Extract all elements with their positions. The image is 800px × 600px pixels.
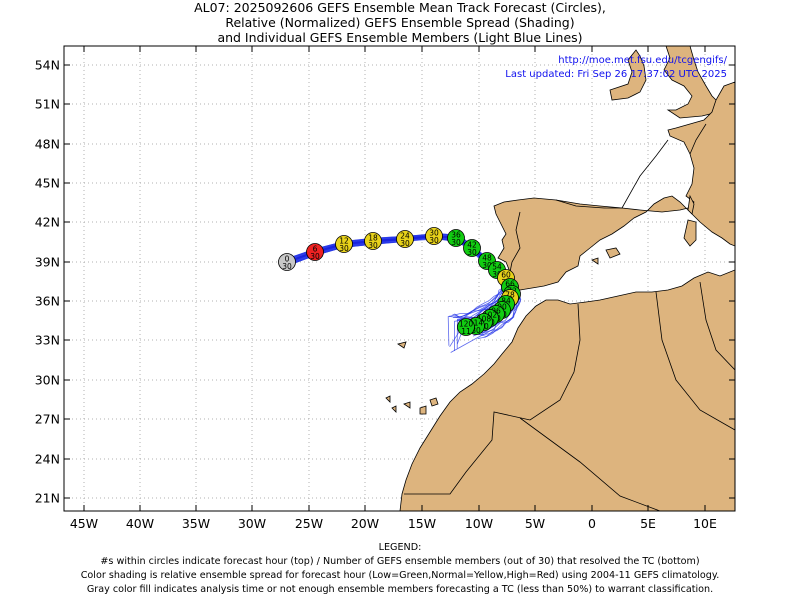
member-count-label: 11 (461, 327, 471, 336)
lon-tick-label: 10E (693, 516, 717, 531)
lon-tick-label: 0 (588, 516, 596, 531)
map-title-line-2: Relative (Normalized) GEFS Ensemble Spre… (225, 15, 575, 30)
lat-tick-label: 45N (35, 176, 60, 191)
forecast-hour-label: 108 (477, 315, 492, 324)
member-count-label: 30 (471, 326, 481, 335)
lon-tick-label: 45W (70, 516, 98, 531)
forecast-hour-label: 6 (313, 245, 318, 254)
forecast-hour-label: 30 (429, 229, 439, 238)
map-title-line-3: and Individual GEFS Ensemble Members (Li… (217, 30, 583, 45)
member-count-label: 30 (429, 236, 439, 245)
land-corsica (687, 194, 695, 215)
member-count-label: 30 (451, 238, 461, 247)
axis-tick-labels: 45W 40W 35W 30W 25W 20W 15W 10W 5W 0 5E 10E 54N 51N 48… (35, 58, 717, 532)
lat-tick-label: 51N (35, 97, 60, 112)
member-count-label: 30 (492, 270, 502, 279)
lat-tick-label: 27N (35, 412, 60, 427)
lat-tick-label: 24N (35, 452, 60, 467)
axis-ticks (64, 46, 735, 511)
member-count-label: 30 (310, 252, 320, 261)
lon-tick-label: 30W (238, 516, 266, 531)
lon-tick-label: 35W (182, 516, 210, 531)
legend-line-2: Color shading is relative ensemble sprea… (80, 570, 720, 581)
credit-url[interactable]: http://moe.met.fsu.edu/tcgengifs/ (558, 55, 727, 66)
track-circle (335, 235, 353, 253)
land-sardinia (683, 219, 697, 247)
track-point-hr-6: 630 (306, 243, 324, 261)
land-ireland (609, 49, 647, 101)
lon-tick-label: 5E (640, 516, 656, 531)
lat-tick-label: 42N (35, 215, 60, 230)
member-count-label: 30 (282, 262, 292, 271)
lon-tick-label: 15W (408, 516, 436, 531)
map-frame (63, 45, 736, 512)
member-count-label: 30 (339, 244, 349, 253)
forecast-hour-label: 54 (492, 263, 502, 272)
forecast-hour-label: 42 (467, 241, 477, 250)
lon-tick-label: 20W (351, 516, 379, 531)
lat-tick-label: 54N (35, 58, 60, 73)
member-count-label: 30 (400, 239, 410, 248)
legend-heading: LEGEND: (378, 542, 422, 553)
forecast-hour-label: 90 (497, 303, 507, 312)
track-circle (425, 227, 443, 245)
forecast-hour-label: 96 (491, 307, 501, 316)
member-count-label: 30 (467, 248, 477, 257)
track-point-hr-0: 030 (278, 253, 296, 271)
lat-tick-label: 48N (35, 137, 60, 152)
forecast-hour-label: 120 (459, 320, 474, 329)
land-ibiza (591, 257, 599, 265)
track-circle (457, 318, 475, 336)
land-great-britain (663, 46, 721, 119)
land-layer (385, 46, 735, 511)
track-circle (278, 253, 296, 271)
lon-tick-label: 5W (525, 516, 545, 531)
land-madeira (397, 341, 407, 349)
track-circle (364, 232, 382, 250)
track-circle (463, 239, 481, 257)
forecast-hour-label: 12 (339, 237, 349, 246)
forecast-hour-label: 0 (285, 255, 290, 264)
land-mallorca (605, 247, 621, 259)
member-count-label: 30 (482, 261, 492, 270)
lon-tick-label: 10W (465, 516, 493, 531)
forecast-hour-label: 18 (368, 234, 378, 243)
track-circle (447, 229, 465, 247)
country-borders (404, 123, 735, 511)
lat-tick-label: 30N (35, 373, 60, 388)
lon-tick-label: 25W (295, 516, 323, 531)
legend-line-3: Gray color fill indicates analysis time … (86, 584, 714, 595)
lat-tick-label: 36N (35, 294, 60, 309)
forecast-hour-label: 24 (400, 232, 410, 241)
lat-tick-label: 21N (35, 491, 60, 506)
forecast-hour-label: 84 (501, 297, 511, 306)
forecast-hour-label: 66 (505, 280, 515, 289)
lat-tick-label: 33N (35, 333, 60, 348)
lat-tick-label: 39N (35, 255, 60, 270)
map-title-line-1: AL07: 2025092606 GEFS Ensemble Mean Trac… (194, 0, 606, 15)
track-circle (396, 230, 414, 248)
land-canary-islands (385, 395, 439, 415)
forecast-hour-label: 60 (501, 271, 511, 280)
member-count-label: 30 (368, 241, 378, 250)
forecast-hour-label: 114 (469, 319, 484, 328)
credit-updated: Last updated: Fri Sep 26 17:37:02 UTC 20… (505, 69, 727, 80)
forecast-hour-label: 48 (482, 254, 492, 263)
forecast-hour-label: 78 (505, 291, 515, 300)
forecast-hour-label: 102 (483, 311, 498, 320)
lon-tick-label: 40W (126, 516, 154, 531)
legend-line-1: #s within circles indicate forecast hour… (100, 556, 700, 567)
track-circle (306, 243, 324, 261)
forecast-hour-label: 36 (451, 231, 461, 240)
